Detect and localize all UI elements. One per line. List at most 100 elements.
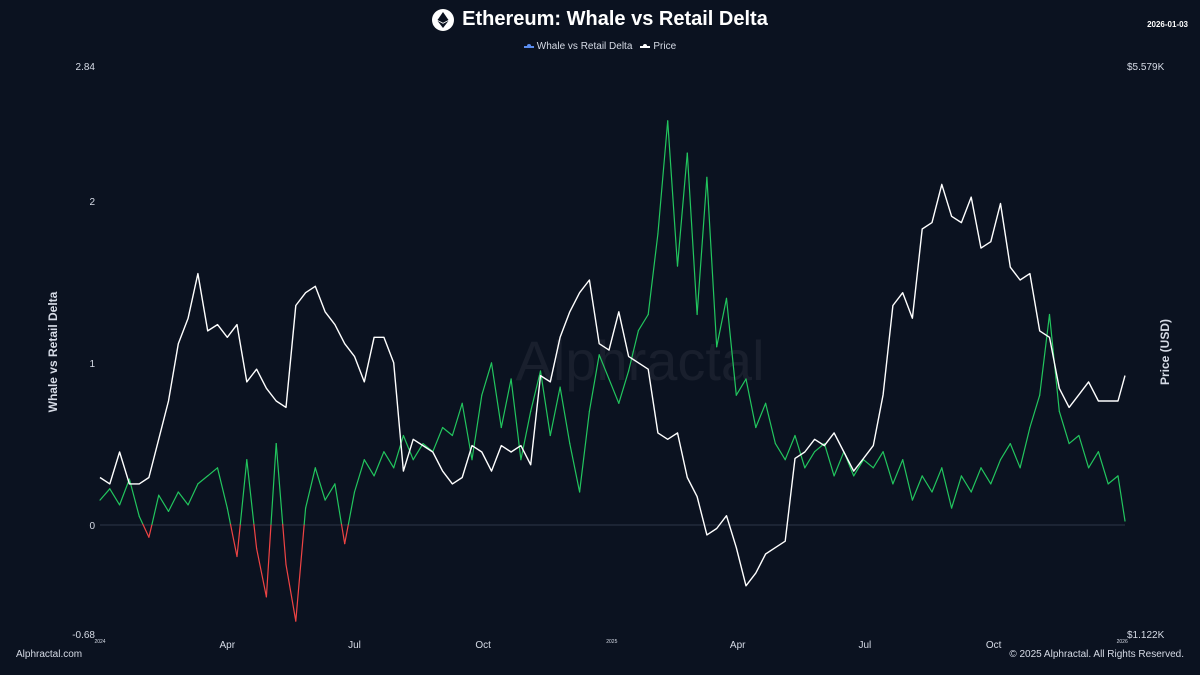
x-tick-label: 2025 — [606, 639, 617, 645]
delta-segment-positive — [442, 426, 453, 437]
delta-segment-positive — [402, 434, 414, 461]
delta-segment-positive — [471, 394, 483, 461]
delta-segment-positive — [500, 378, 512, 429]
delta-segment-positive — [197, 475, 209, 485]
delta-segment-positive — [627, 330, 640, 372]
delta-segment-negative — [229, 523, 238, 558]
delta-segment-positive — [696, 176, 708, 316]
y-axis-left-label: Whale vs Retail Delta — [46, 291, 60, 412]
x-tick-label: Jul — [348, 640, 361, 651]
delta-segment-positive — [794, 434, 806, 469]
delta-segment-positive — [559, 386, 571, 445]
legend-label-delta: Whale vs Retail Delta — [536, 41, 633, 52]
delta-segment-positive — [774, 443, 786, 461]
delta-segment-positive — [1117, 475, 1126, 522]
x-tick-label: Apr — [220, 640, 236, 651]
legend-swatch-price — [640, 44, 651, 48]
delta-segment-positive — [303, 507, 307, 525]
delta-segment-positive — [716, 297, 728, 348]
delta-segment-positive — [226, 507, 232, 525]
delta-segment-positive — [216, 467, 228, 509]
delta-segment-positive — [960, 475, 972, 493]
x-tick-label: Oct — [986, 640, 1002, 651]
legend-swatch-delta — [523, 44, 534, 48]
delta-segment-negative — [340, 523, 346, 545]
delta-segment-positive — [481, 362, 493, 396]
x-tick-label: 2026 — [1117, 639, 1128, 645]
delta-segment-positive — [588, 354, 600, 412]
delta-segment-positive — [270, 443, 277, 525]
y-tick-right-max: $5.579K — [1127, 62, 1165, 73]
x-tick-label: Oct — [475, 640, 491, 651]
x-tick-label: Apr — [730, 640, 746, 651]
delta-segment-positive — [676, 152, 688, 267]
ethereum-icon — [432, 8, 455, 31]
y-tick-left-2: 2 — [89, 197, 95, 208]
chart-header: Ethereum: Whale vs Retail Delta — [0, 8, 1200, 31]
delta-segment-positive — [862, 459, 874, 469]
delta-segment-positive — [530, 370, 542, 412]
legend-item-delta[interactable]: Whale vs Retail Delta — [523, 41, 633, 52]
price-line — [99, 183, 1126, 587]
delta-segment-positive — [207, 467, 219, 477]
delta-segment-positive — [1019, 426, 1031, 469]
delta-segment-positive — [353, 459, 365, 493]
delta-segment-positive — [373, 451, 385, 477]
delta-segment-positive — [177, 491, 189, 506]
legend-item-price[interactable]: Price — [640, 41, 676, 52]
delta-segment-positive — [618, 370, 630, 404]
delta-segment-negative — [265, 523, 272, 598]
delta-segment-positive — [151, 494, 160, 525]
delta-segment-positive — [1039, 313, 1051, 396]
delta-segment-negative — [256, 547, 267, 598]
delta-segment-positive — [569, 443, 581, 493]
delta-segment-positive — [892, 459, 904, 485]
delta-segment-positive — [1029, 394, 1041, 429]
delta-segment-positive — [393, 434, 404, 469]
footer-copyright: © 2025 Alphractal. All Rights Reserved. — [1009, 649, 1184, 660]
x-axis-ticks: 2024 Apr Jul Oct 2025 Apr Jul Oct 2026 — [94, 639, 1128, 651]
delta-segment-positive — [970, 467, 982, 493]
delta-segment-positive — [520, 410, 532, 461]
delta-segment-negative — [295, 523, 305, 622]
delta-segment-positive — [902, 459, 914, 501]
delta-segment-positive — [1087, 451, 1100, 469]
delta-segment-positive — [872, 451, 884, 469]
delta-segment-negative — [282, 523, 287, 566]
delta-segment-negative — [285, 563, 297, 622]
delta-segment-positive — [138, 515, 144, 525]
delta-segment-positive — [990, 459, 1002, 485]
y-tick-left-0: 0 — [89, 521, 95, 532]
delta-segment-positive — [882, 451, 894, 485]
x-tick-label: Jul — [859, 640, 872, 651]
delta-segment-positive — [1058, 410, 1070, 445]
delta-segment-positive — [911, 475, 923, 501]
delta-segment-positive — [921, 475, 933, 493]
delta-segment-positive — [637, 313, 649, 332]
chart-date: 2026-01-03 — [1147, 20, 1188, 29]
delta-segment-positive — [1068, 434, 1080, 445]
chart-title: Ethereum: Whale vs Retail Delta — [462, 8, 768, 30]
delta-segment-positive — [239, 459, 248, 525]
delta-segment-positive — [128, 478, 140, 517]
delta-segment-positive — [784, 434, 796, 461]
delta-segment-positive — [314, 467, 326, 501]
delta-segment-positive — [823, 443, 835, 477]
delta-segment-positive — [549, 386, 561, 437]
y-tick-left-min: -0.68 — [72, 630, 95, 641]
x-tick-label: 2024 — [94, 639, 105, 645]
delta-segment-positive — [490, 362, 502, 429]
delta-segment-positive — [706, 176, 718, 348]
delta-segment-positive — [725, 297, 737, 396]
delta-segment-positive — [187, 483, 199, 506]
delta-segment-positive — [755, 402, 767, 429]
y-tick-right-min: $1.122K — [1127, 630, 1165, 641]
delta-segment-positive — [804, 451, 816, 469]
delta-segment-positive — [999, 443, 1011, 461]
y-axis-right-label: Price (USD) — [1158, 319, 1172, 385]
watermark: Alphractal — [515, 329, 764, 392]
delta-segment-positive — [99, 488, 111, 501]
delta-segment-positive — [1107, 475, 1119, 485]
delta-segment-positive — [275, 443, 284, 525]
